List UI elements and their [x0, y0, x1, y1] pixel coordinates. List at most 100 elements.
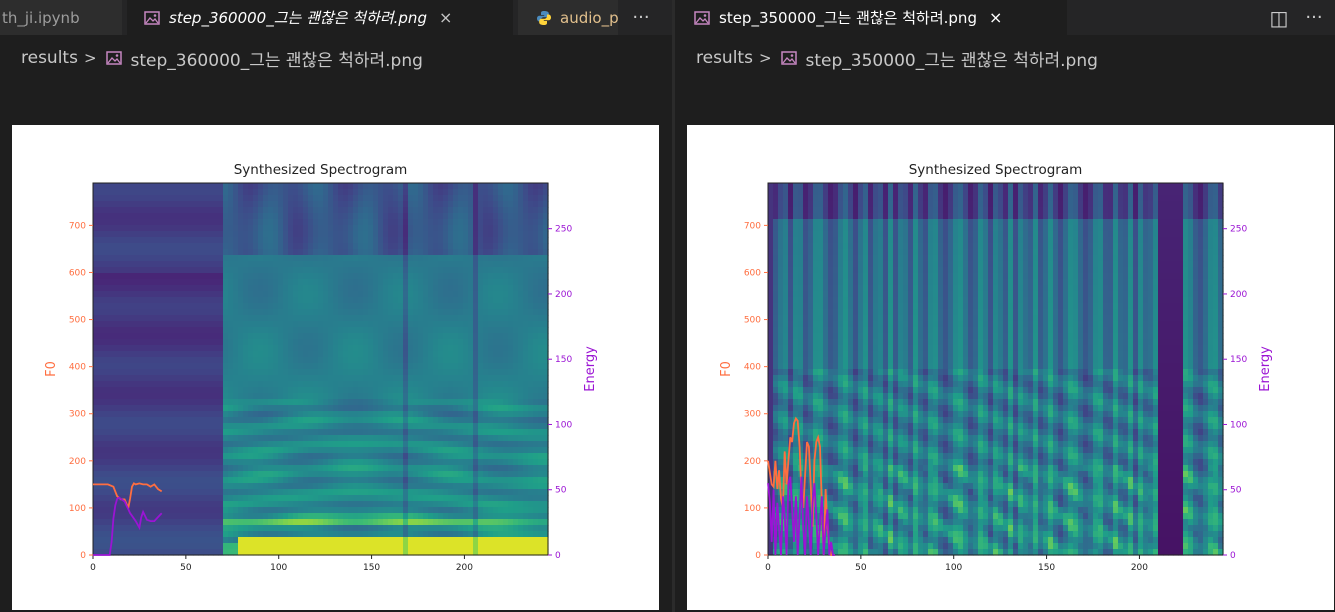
heatmap-cell [343, 477, 349, 484]
heatmap-cell [133, 465, 139, 472]
heatmap-cell [308, 237, 314, 244]
heatmap-cell [348, 435, 354, 442]
heatmap-cell [293, 459, 299, 466]
heatmap-cell [123, 297, 129, 304]
heatmap-cell [313, 219, 319, 226]
heatmap-cell [143, 285, 149, 292]
heatmap-cell [118, 513, 124, 520]
heatmap-cell [313, 207, 319, 214]
heatmap-cell [333, 315, 339, 322]
heatmap-cell [163, 339, 169, 346]
heatmap-cell [423, 201, 429, 208]
heatmap-cell [278, 303, 284, 310]
heatmap-cell [373, 219, 379, 226]
heatmap-cell [478, 363, 484, 370]
heatmap-cell [478, 519, 484, 526]
heatmap-cell [278, 411, 284, 418]
heatmap-cell [153, 477, 159, 484]
heatmap-cell [93, 381, 99, 388]
heatmap-cell [138, 525, 144, 532]
heatmap-cell [278, 321, 284, 328]
tab-python-file[interactable]: audio_p [518, 0, 618, 35]
close-icon[interactable]: × [438, 8, 453, 27]
heatmap-cell [248, 405, 254, 412]
heatmap-cell [448, 369, 454, 376]
heatmap-cell [433, 351, 439, 358]
heatmap-cell [393, 465, 399, 472]
heatmap-cell [253, 303, 259, 310]
heatmap-cell [158, 345, 164, 352]
heatmap-cell [418, 531, 424, 538]
heatmap-cell [193, 237, 199, 244]
heatmap-cell [123, 231, 129, 238]
heatmap-cell [488, 375, 494, 382]
heatmap-cell [373, 207, 379, 214]
heatmap-cell [188, 357, 194, 364]
heatmap-cell [373, 525, 379, 532]
heatmap-cell [363, 393, 369, 400]
heatmap-cell [458, 351, 464, 358]
heatmap-cell [473, 291, 479, 298]
heatmap-cell [123, 285, 129, 292]
heatmap-cell [343, 309, 349, 316]
heatmap-cell [473, 213, 479, 220]
heatmap-cell [453, 549, 459, 556]
heatmap-cell [428, 399, 434, 406]
heatmap-cell [148, 549, 154, 556]
breadcrumb-file[interactable]: step_360000_그는 괜찮은 척하려.png [130, 50, 423, 71]
tab-image-360000[interactable]: step_360000_그는 괜찮은 척하려.png × [127, 0, 513, 35]
heatmap-cell [238, 231, 244, 238]
heatmap-cell [173, 393, 179, 400]
heatmap-cell [453, 291, 459, 298]
heatmap-cell [418, 363, 424, 370]
heatmap-cell [113, 465, 119, 472]
heatmap-cell [453, 357, 459, 364]
heatmap-cell [423, 447, 429, 454]
heatmap-cell [363, 429, 369, 436]
heatmap-cell [358, 189, 364, 196]
heatmap-cell [353, 423, 359, 430]
heatmap-cell [248, 249, 254, 256]
heatmap-cell [118, 207, 124, 214]
heatmap-cell [233, 279, 239, 286]
heatmap-cell [253, 459, 259, 466]
heatmap-cell [338, 249, 344, 256]
heatmap-cell [133, 471, 139, 478]
heatmap-cell [168, 525, 174, 532]
heatmap-cell [443, 327, 449, 334]
heatmap-cell [458, 537, 464, 544]
heatmap-cell [253, 297, 259, 304]
heatmap-cell [353, 519, 359, 526]
heatmap-cell [408, 399, 414, 406]
heatmap-cell [218, 195, 224, 202]
heatmap-cell [313, 369, 319, 376]
heatmap-cell [253, 309, 259, 316]
heatmap-cell [223, 291, 229, 298]
heatmap-cell [443, 537, 449, 544]
more-actions-icon[interactable]: ··· [632, 7, 650, 28]
heatmap-cell [143, 477, 149, 484]
heatmap-cell [233, 513, 239, 520]
heatmap-cell [233, 255, 239, 262]
heatmap-cell [243, 219, 249, 226]
heatmap-cell [368, 459, 374, 466]
heatmap-cell [458, 471, 464, 478]
heatmap-cell [113, 243, 119, 250]
heatmap-cell [238, 363, 244, 370]
heatmap-cell [218, 393, 224, 400]
heatmap-cell [188, 327, 194, 334]
heatmap-cell [443, 207, 449, 214]
tab-notebook[interactable]: th_ji.ipynb [0, 0, 122, 35]
heatmap-cell [453, 225, 459, 232]
heatmap-cell [203, 519, 209, 526]
heatmap-cell [323, 267, 329, 274]
heatmap-cell [163, 387, 169, 394]
heatmap-cell [393, 315, 399, 322]
heatmap-cell [428, 447, 434, 454]
heatmap-cell [443, 375, 449, 382]
breadcrumb-folder[interactable]: results [21, 48, 78, 68]
heatmap-cell [208, 405, 214, 412]
heatmap-cell [233, 465, 239, 472]
heatmap-cell [228, 381, 234, 388]
heatmap-cell [223, 453, 229, 460]
